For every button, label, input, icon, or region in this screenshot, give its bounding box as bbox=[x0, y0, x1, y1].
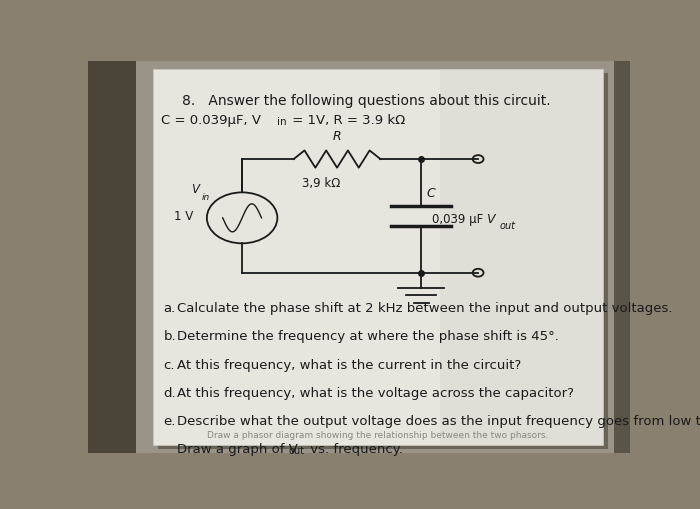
Text: in: in bbox=[202, 193, 210, 202]
Text: 0,039 μF: 0,039 μF bbox=[432, 213, 483, 227]
Text: out: out bbox=[500, 221, 516, 231]
Text: = 1V, R = 3.9 kΩ: = 1V, R = 3.9 kΩ bbox=[288, 114, 405, 127]
Text: in: in bbox=[277, 117, 287, 127]
Text: R: R bbox=[332, 130, 342, 144]
Text: Determine the frequency at where the phase shift is 45°.: Determine the frequency at where the pha… bbox=[177, 330, 559, 344]
Text: At this frequency, what is the voltage across the capacitor?: At this frequency, what is the voltage a… bbox=[177, 387, 574, 400]
FancyBboxPatch shape bbox=[440, 69, 603, 445]
Text: b.: b. bbox=[163, 330, 176, 344]
Text: V: V bbox=[190, 183, 199, 196]
Text: e.: e. bbox=[163, 415, 176, 428]
Text: Calculate the phase shift at 2 kHz between the input and output voltages.: Calculate the phase shift at 2 kHz betwe… bbox=[177, 302, 673, 315]
Text: Draw a phasor diagram showing the relationship between the two phasors.: Draw a phasor diagram showing the relati… bbox=[207, 432, 548, 440]
Text: Describe what the output voltage does as the input frequency goes from low to hi: Describe what the output voltage does as… bbox=[177, 415, 700, 428]
FancyBboxPatch shape bbox=[153, 69, 603, 445]
Text: 1 V: 1 V bbox=[174, 210, 193, 223]
Text: 8.   Answer the following questions about this circuit.: 8. Answer the following questions about … bbox=[183, 94, 551, 108]
Text: At this frequency, what is the current in the circuit?: At this frequency, what is the current i… bbox=[177, 358, 522, 372]
FancyBboxPatch shape bbox=[136, 61, 630, 453]
Text: vs. frequency.: vs. frequency. bbox=[306, 443, 403, 456]
Text: d.: d. bbox=[163, 387, 176, 400]
FancyBboxPatch shape bbox=[614, 61, 630, 453]
FancyBboxPatch shape bbox=[158, 73, 608, 449]
Text: 3,9 kΩ: 3,9 kΩ bbox=[302, 177, 340, 190]
Text: C = 0.039μF, V: C = 0.039μF, V bbox=[161, 114, 260, 127]
Text: C: C bbox=[426, 187, 435, 200]
FancyBboxPatch shape bbox=[88, 61, 136, 453]
Text: c.: c. bbox=[163, 358, 175, 372]
Text: Draw a graph of V: Draw a graph of V bbox=[177, 443, 298, 456]
Text: V: V bbox=[486, 213, 495, 227]
Text: out: out bbox=[288, 446, 304, 457]
Text: a.: a. bbox=[163, 302, 176, 315]
